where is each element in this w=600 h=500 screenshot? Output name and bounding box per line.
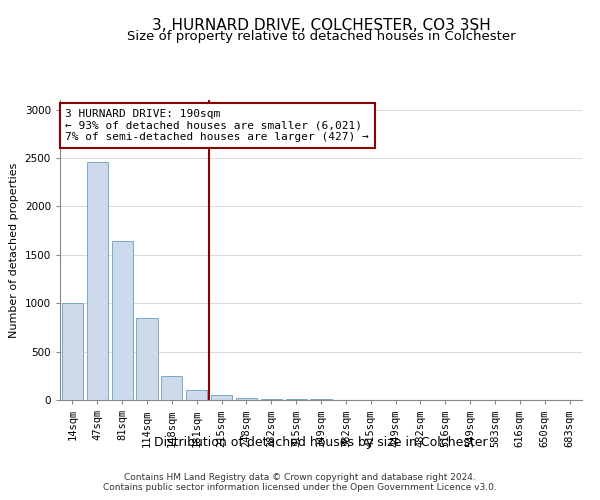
Text: 3 HURNARD DRIVE: 190sqm
← 93% of detached houses are smaller (6,021)
7% of semi-: 3 HURNARD DRIVE: 190sqm ← 93% of detache… [65,109,369,142]
Text: Contains HM Land Registry data © Crown copyright and database right 2024.
Contai: Contains HM Land Registry data © Crown c… [103,473,497,492]
Bar [62,303,83,400]
Bar [286,399,307,400]
Y-axis label: Number of detached properties: Number of detached properties [9,162,19,338]
Bar [161,376,182,400]
Bar [310,399,332,400]
Bar [261,398,282,400]
Bar [186,390,207,400]
Bar [236,398,257,400]
Text: Distribution of detached houses by size in Colchester: Distribution of detached houses by size … [154,436,488,449]
Bar [136,318,158,400]
Text: 3, HURNARD DRIVE, COLCHESTER, CO3 3SH: 3, HURNARD DRIVE, COLCHESTER, CO3 3SH [152,18,490,32]
Bar [87,162,108,400]
Bar [211,395,232,400]
Text: Size of property relative to detached houses in Colchester: Size of property relative to detached ho… [127,30,515,43]
Bar [112,242,133,400]
